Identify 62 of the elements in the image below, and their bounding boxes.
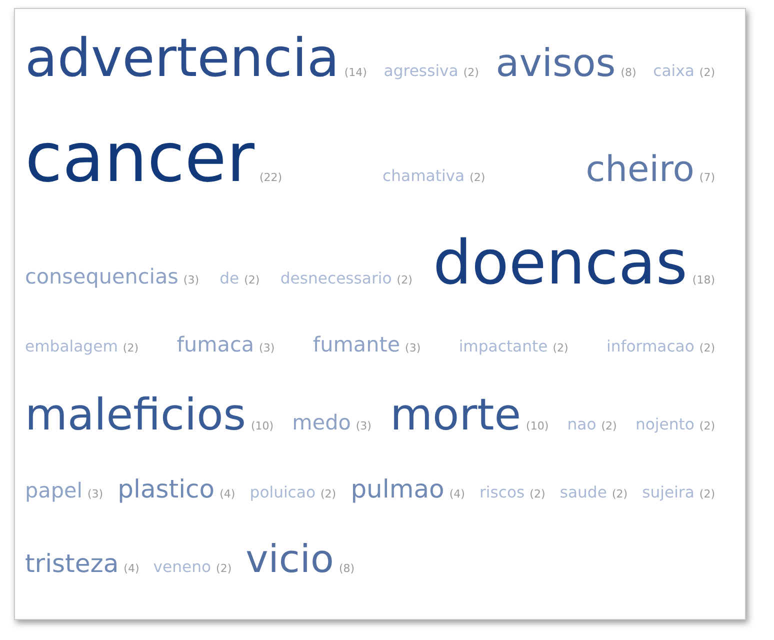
- category-label: pulmao: [350, 474, 444, 504]
- data-label: (2): [699, 487, 716, 500]
- data-label: (3): [183, 274, 200, 287]
- data-label: (2): [530, 487, 546, 500]
- data-label: (2): [552, 342, 568, 355]
- category-label: vicio: [246, 536, 334, 582]
- category-label: informacao: [606, 338, 694, 356]
- category-label: cheiro: [586, 149, 694, 190]
- data-label: (4): [124, 562, 140, 575]
- data-label: (8): [620, 66, 636, 80]
- category-label: sujeira: [642, 483, 694, 502]
- data-label: (2): [320, 487, 336, 500]
- category-label: nao: [567, 416, 596, 434]
- category-label: nojento: [635, 416, 694, 434]
- category-label: saude: [560, 483, 607, 502]
- category-label: cancer: [25, 119, 254, 198]
- category-label: de: [220, 270, 240, 288]
- data-label: (2): [396, 274, 412, 287]
- data-label: (2): [216, 562, 232, 575]
- category-label: caixa: [653, 62, 694, 80]
- data-label: (18): [692, 274, 716, 287]
- data-label: (10): [526, 420, 549, 433]
- data-label: (3): [356, 420, 372, 433]
- data-label: (22): [259, 171, 282, 184]
- data-label: (8): [338, 562, 355, 575]
- data-label: (2): [470, 171, 486, 184]
- category-label: medo: [292, 410, 351, 435]
- category-label: fumaca: [176, 332, 254, 357]
- category-label: avisos: [496, 41, 616, 86]
- category-label: riscos: [480, 483, 525, 502]
- data-label: (4): [449, 487, 465, 500]
- category-label: plastico: [118, 474, 215, 504]
- category-label: papel: [25, 478, 82, 502]
- category-label: chamativa: [382, 167, 465, 186]
- category-label: morte: [390, 390, 522, 441]
- data-label: (10): [250, 420, 274, 433]
- data-label: (2): [699, 66, 716, 80]
- data-label: (4): [220, 487, 236, 500]
- category-label: agressiva: [384, 62, 458, 80]
- data-label: (7): [699, 171, 716, 184]
- data-label: (2): [612, 487, 628, 500]
- data-label: (3): [259, 342, 275, 355]
- data-label: (3): [405, 342, 421, 355]
- category-label: desnecessario: [280, 270, 392, 288]
- data-label: (2): [699, 420, 716, 433]
- data-label: (2): [244, 274, 260, 287]
- data-label: (2): [463, 66, 479, 80]
- category-label: fumante: [312, 332, 400, 357]
- category-label: consequencias: [25, 264, 178, 289]
- category-label: doencas: [433, 228, 688, 299]
- data-label: (3): [87, 487, 104, 500]
- category-label: veneno: [153, 558, 212, 576]
- data-label: (2): [122, 342, 138, 355]
- category-label: poluicao: [250, 483, 316, 502]
- data-label: (14): [344, 66, 367, 80]
- data-label: (2): [699, 342, 716, 355]
- category-label: maleficios: [25, 390, 246, 441]
- category-label: tristeza: [25, 548, 119, 578]
- data-label: (2): [601, 420, 617, 433]
- category-label: advertencia: [25, 28, 340, 90]
- category-label: impactante: [458, 338, 548, 356]
- category-label: embalagem: [25, 338, 118, 356]
